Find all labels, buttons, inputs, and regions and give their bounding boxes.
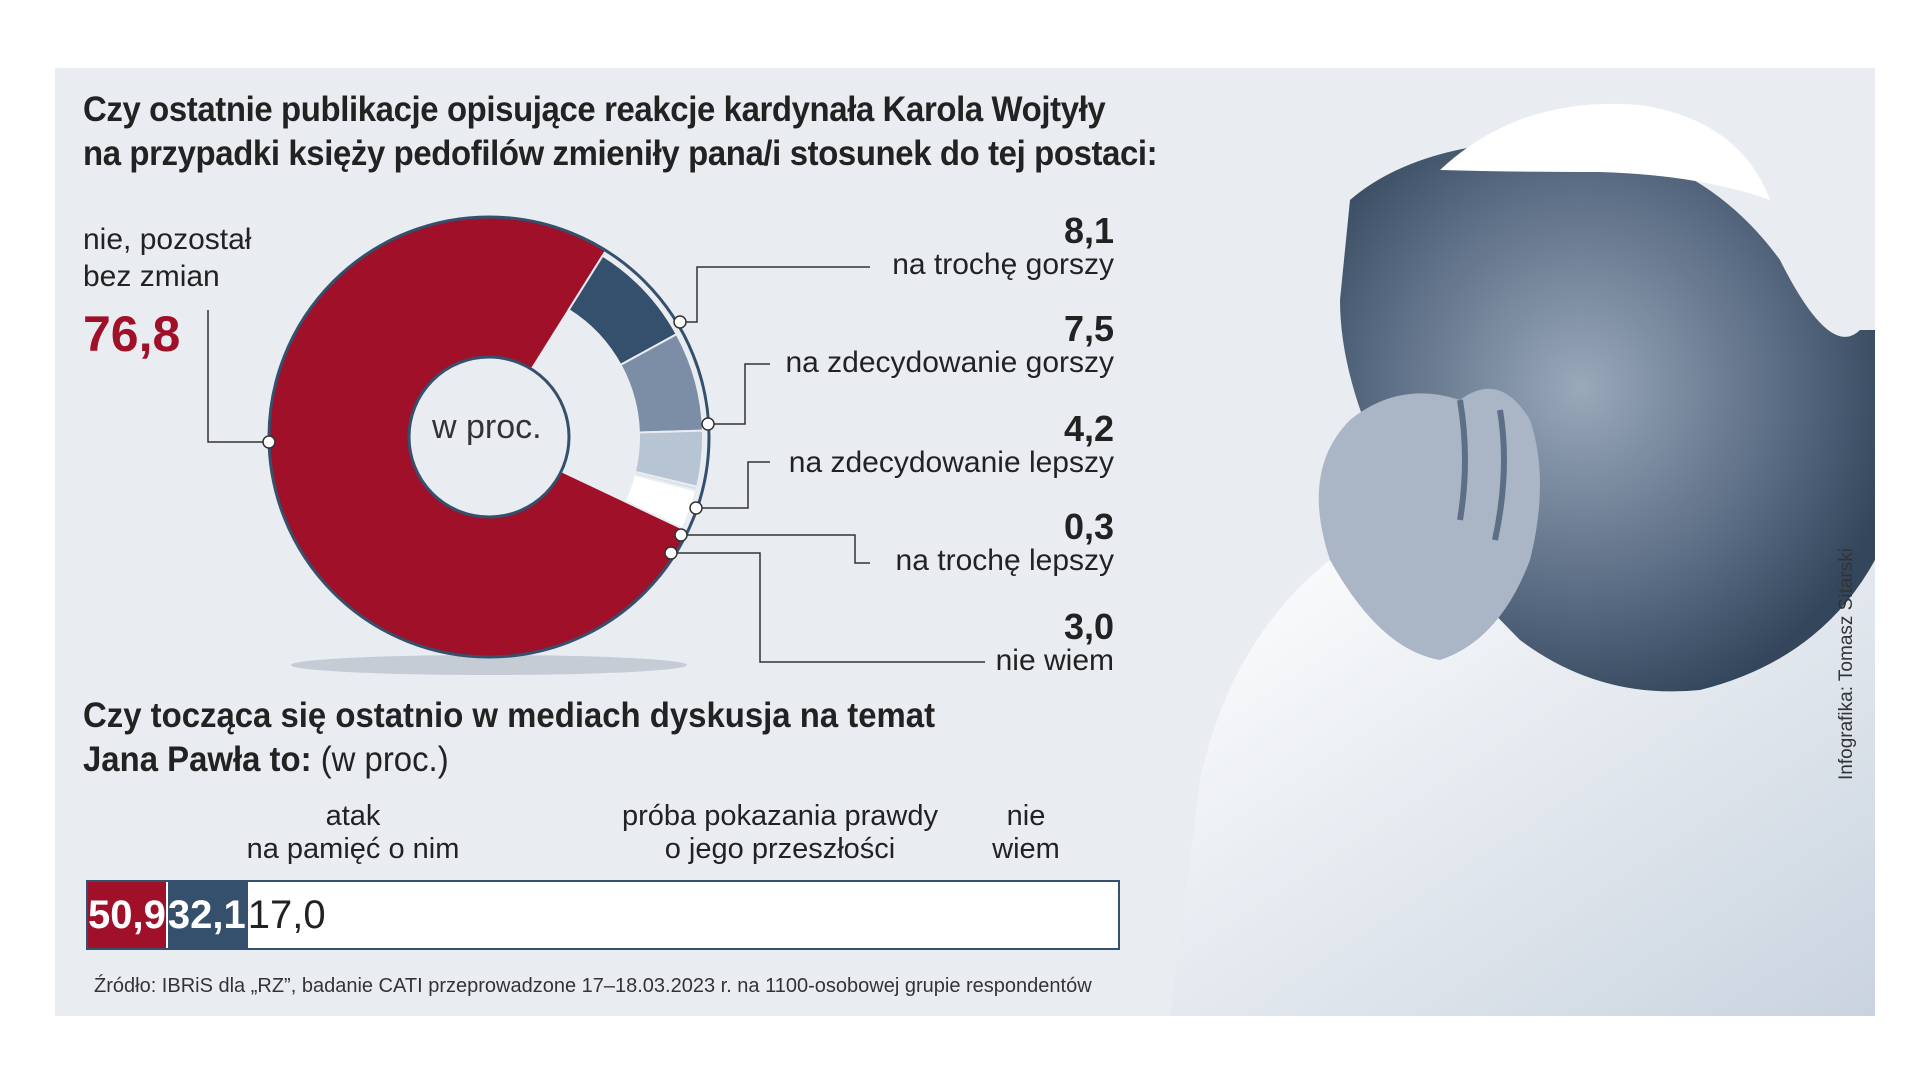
donut-shadow	[291, 655, 687, 675]
answer-label: na zdecydowanie lepszy	[788, 446, 1114, 479]
answer-label: na trochę lepszy	[895, 544, 1114, 577]
leader-line-1-dot	[673, 315, 687, 329]
stacked-bar: 50,9 32,1 17,0	[86, 880, 1120, 950]
skullcap-shape	[1440, 103, 1770, 200]
bar-value-label: 32,1	[167, 892, 246, 937]
leader-line-1	[680, 266, 870, 323]
bar-value-label: 17,0	[247, 892, 326, 937]
question-2-line: Czy tocząca się ostatnio w mediach dysku…	[83, 696, 936, 735]
answer-value: 0,3	[1063, 506, 1114, 547]
answer-value: 4,2	[1063, 408, 1114, 449]
bar-segment: 50,9	[88, 882, 166, 948]
leader-line-4	[681, 534, 870, 564]
answer-value: 7,5	[1063, 308, 1114, 349]
leader-line-5	[671, 552, 985, 663]
question-1-title: Czy ostatnie publikacje opisujące reakcj…	[83, 88, 1158, 176]
bar-segment: 32,1	[165, 882, 246, 948]
main-answer-label-line: bez zmian	[83, 260, 220, 293]
credit-note: Infografika: Tomasz Sitarski	[1836, 548, 1857, 780]
question-2-unit: (w proc.)	[320, 740, 449, 779]
bar-category-label: atak na pamięć o nim	[193, 800, 513, 866]
leader-line-3-dot	[689, 501, 703, 515]
main-answer-value: 76,8	[83, 306, 181, 362]
leader-line-main-dot	[262, 435, 276, 449]
bar-value-label: 50,9	[88, 892, 166, 937]
robe-shape	[1170, 546, 1875, 1016]
donut-hole	[407, 355, 571, 519]
question-2-title: Czy tocząca się ostatnio w mediach dysku…	[83, 694, 935, 782]
answer-label: nie wiem	[995, 644, 1114, 677]
leader-line-5-dot	[664, 546, 678, 560]
bar-category-label-line: wiem	[992, 833, 1060, 865]
bar-category-label-line: na pamięć o nim	[246, 833, 460, 865]
question-2-line: Jana Pawła to:	[83, 740, 312, 779]
leader-line-4-dot	[674, 528, 688, 542]
bar-category-label-line: próba pokazania prawdy	[622, 800, 938, 832]
answer-value: 8,1	[1063, 210, 1114, 251]
bar-segment: 17,0	[245, 882, 326, 948]
bar-category-label: nie wiem	[966, 800, 1086, 866]
leader-line-3	[696, 461, 770, 509]
donut-center-label: w proc.	[432, 408, 542, 446]
hands-shape	[1318, 388, 1540, 660]
question-1-line: Czy ostatnie publikacje opisujące reakcj…	[83, 90, 1106, 129]
source-note: Źródło: IBRiS dla „RZ”, badanie CATI prz…	[94, 975, 1092, 997]
bar-category-label: próba pokazania prawdy o jego przeszłośc…	[605, 800, 955, 866]
answer-label: na trochę gorszy	[892, 248, 1114, 281]
main-answer-label-line: nie, pozostał	[83, 223, 252, 256]
leader-line-2	[708, 363, 770, 425]
bar-category-label-line: nie	[1006, 800, 1046, 832]
answer-label: na zdecydowanie gorszy	[785, 346, 1114, 379]
leader-line-main	[207, 310, 269, 443]
bar-category-label-line: o jego przeszłości	[664, 833, 896, 865]
answer-value: 3,0	[1063, 606, 1114, 647]
bar-category-label-line: atak	[325, 800, 381, 832]
question-1-line: na przypadki księży pedofilów zmieniły p…	[83, 134, 1158, 173]
leader-line-2-dot	[701, 417, 715, 431]
